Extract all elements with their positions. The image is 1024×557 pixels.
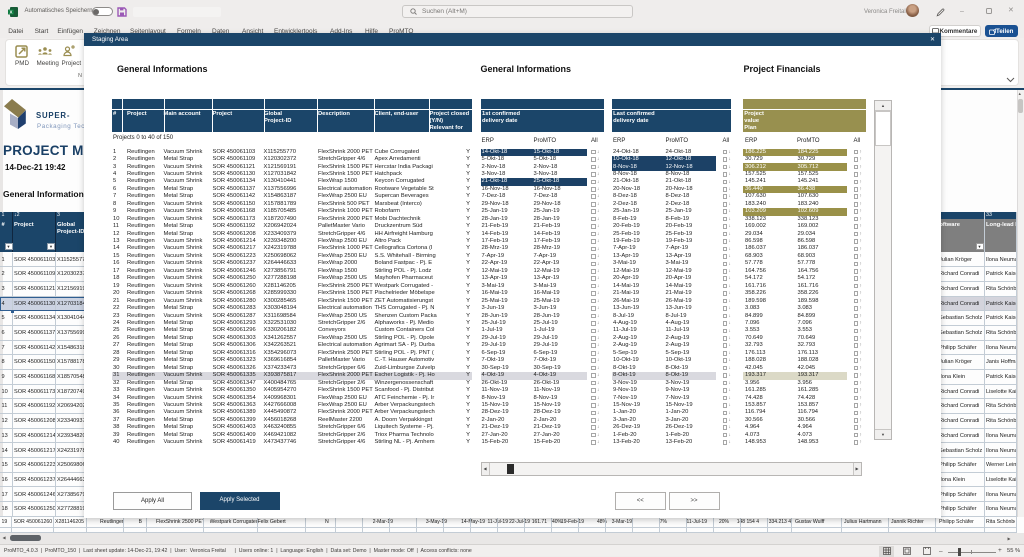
svg-text:X: X: [9, 9, 12, 14]
